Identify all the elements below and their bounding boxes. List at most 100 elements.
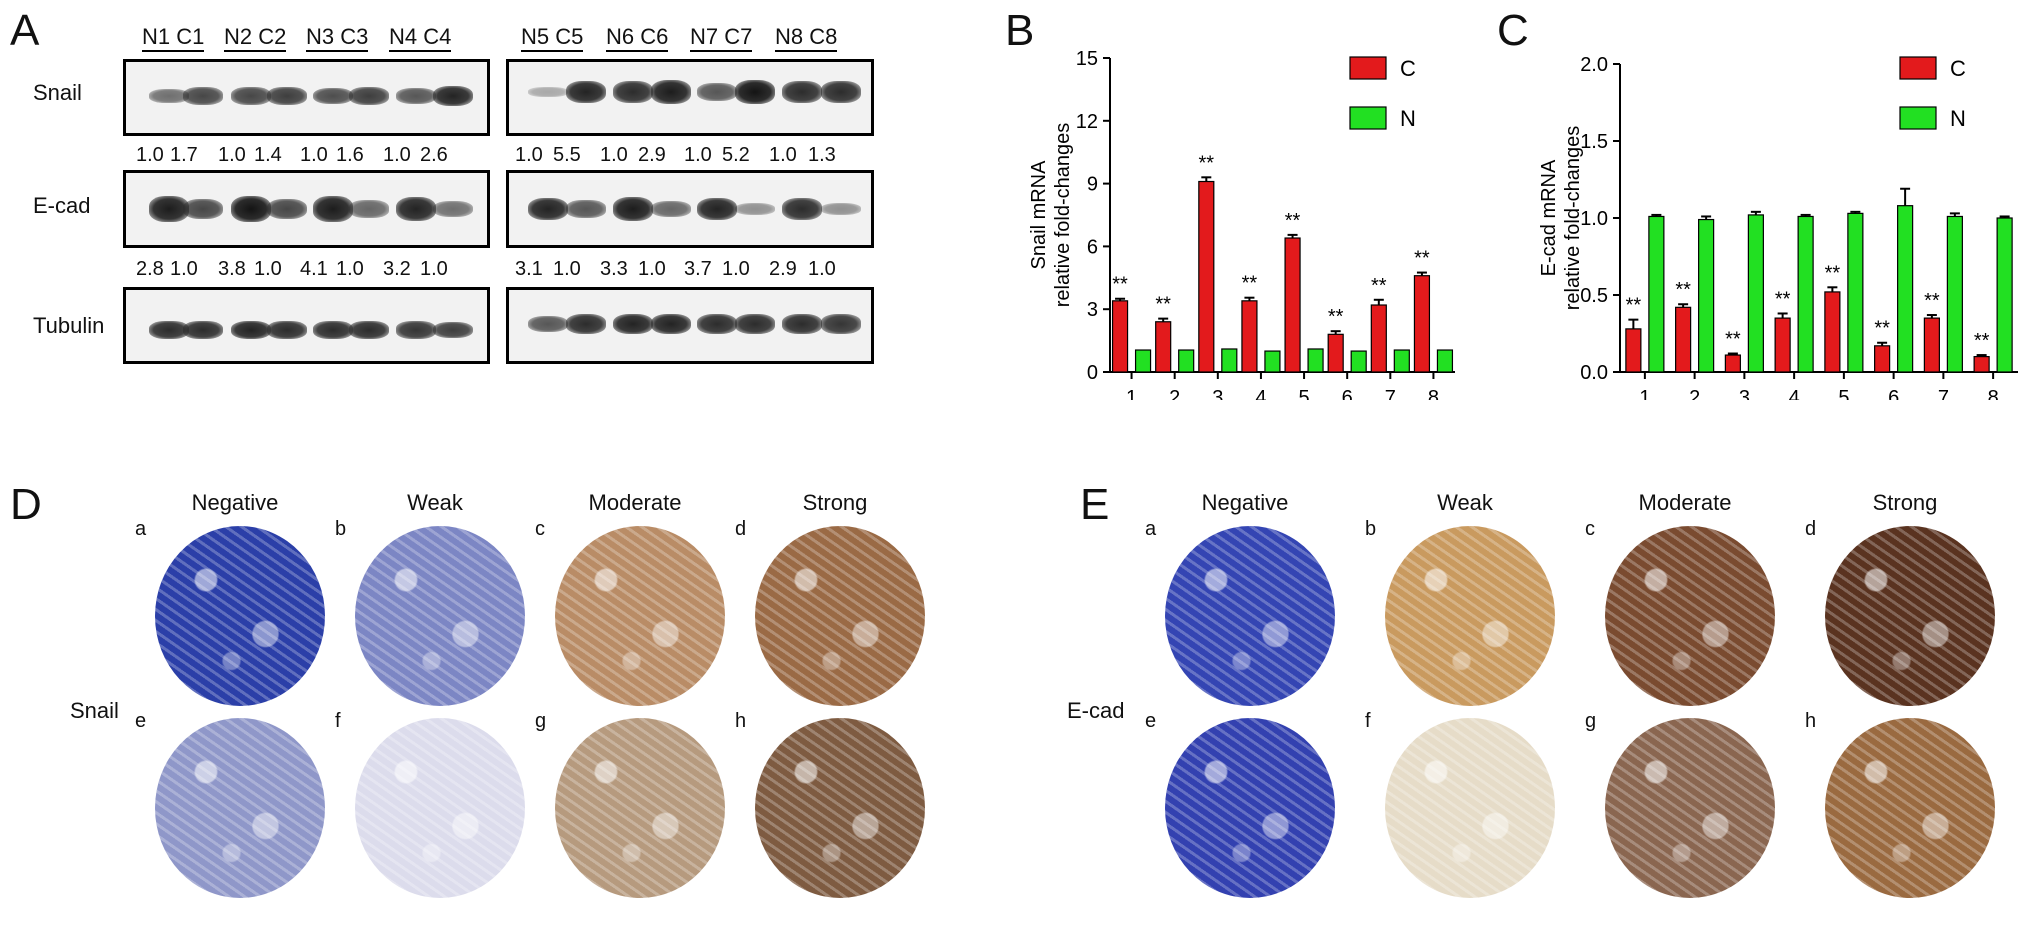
density-ratio: 1.0 — [515, 144, 543, 166]
bar-N — [1747, 214, 1764, 373]
bar-C — [1327, 333, 1344, 373]
ihc-ecad-tissue-core-image — [1605, 718, 1775, 898]
ihc-snail-tissue-core-image — [355, 718, 525, 898]
density-ratio: 1.0 — [136, 144, 164, 166]
lane-pair-label: N1 C1 — [142, 24, 205, 52]
bar-C — [1724, 354, 1741, 373]
y-tick-label: 12 — [1076, 111, 1098, 133]
x-tick-label: 6 — [1888, 387, 1899, 400]
bar-N — [1996, 217, 2013, 373]
protein-band — [231, 196, 271, 222]
bar-C — [1370, 304, 1387, 373]
ihc-ecad-sub-letter: h — [1805, 710, 1817, 732]
density-ratio: 1.0 — [684, 144, 712, 166]
density-ratio: 4.1 — [300, 258, 328, 280]
ihc-snail-tissue-core-image — [755, 526, 925, 706]
protein-band — [566, 200, 606, 218]
density-ratio: 1.0 — [218, 144, 246, 166]
significance-mark: ** — [1371, 275, 1387, 297]
protein-band — [349, 200, 389, 218]
bar-N — [1134, 349, 1152, 373]
lane-pair-label: N3 C3 — [306, 24, 369, 52]
legend-label-C: C — [1400, 56, 1416, 81]
x-tick-label: 2 — [1689, 387, 1700, 400]
blot-snail-right — [506, 59, 874, 136]
protein-band — [528, 315, 568, 333]
bar-C — [1923, 317, 1940, 373]
ihc-snail-column-heading: Negative — [191, 490, 279, 515]
protein-band — [313, 87, 353, 105]
density-ratio: 1.0 — [600, 144, 628, 166]
bar-C — [1774, 317, 1791, 373]
significance-mark: ** — [1924, 290, 1940, 312]
ihc-ecad-tissue-core-image — [1605, 526, 1775, 706]
lane-pair-label: N6 C6 — [606, 24, 669, 52]
x-tick-label: 3 — [1739, 387, 1750, 400]
bar-C — [1874, 345, 1891, 373]
protein-band — [782, 314, 822, 334]
density-ratio: 1.0 — [300, 144, 328, 166]
legend-swatch-C — [1349, 56, 1387, 80]
lane-pair-label: N8 C8 — [775, 24, 838, 52]
lane-header-left-pair-1: N1 C1 — [142, 24, 205, 52]
lane-header-left-pair-2: N2 C2 — [224, 24, 287, 52]
lane-pair-label: N5 C5 — [521, 24, 584, 52]
lane-header-right-pair-1: N5 C5 — [521, 24, 584, 52]
protein-band — [396, 321, 436, 339]
density-ratio: 3.3 — [600, 258, 628, 280]
ihc-ecad-sub-letter: b — [1365, 518, 1377, 540]
bar-C — [1284, 237, 1301, 373]
protein-band — [313, 196, 353, 222]
protein-band — [183, 87, 223, 105]
protein-band — [149, 196, 189, 222]
y-tick-label: 1.5 — [1580, 131, 1608, 153]
blot-ecad-right — [506, 170, 874, 248]
protein-band — [267, 86, 307, 106]
blot-ecad-left — [123, 170, 490, 248]
panel-letter-a: A — [10, 6, 40, 55]
ihc-snail-sub-letter: f — [335, 710, 341, 732]
protein-band — [149, 88, 189, 104]
density-ratio: 2.6 — [420, 144, 448, 166]
density-ratio: 2.9 — [638, 144, 666, 166]
ihc-snail-column-heading: Moderate — [588, 490, 682, 515]
protein-band — [433, 200, 473, 218]
y-tick-label: 15 — [1076, 48, 1098, 70]
ihc-ecad-sub-letter: f — [1365, 710, 1371, 732]
bar-N — [1698, 218, 1715, 373]
protein-band — [313, 320, 353, 340]
ihc-snail-tissue-core-image — [555, 718, 725, 898]
ihc-ecad-sub-letter: e — [1145, 710, 1157, 732]
y-axis-label: E-cad mRNA relative fold-changes — [1538, 126, 1584, 311]
x-tick-label: 5 — [1838, 387, 1849, 400]
ihc-snail-sub-letter: c — [535, 518, 545, 540]
lane-pair-label: N2 C2 — [224, 24, 287, 52]
density-ratio: 1.3 — [808, 144, 836, 166]
blot-snail-left — [123, 59, 490, 136]
bar-C — [1155, 321, 1172, 373]
density-ratio: 3.1 — [515, 258, 543, 280]
density-ratio: 1.0 — [254, 258, 282, 280]
significance-mark: ** — [1155, 294, 1171, 316]
panel-letter-b: B — [1005, 6, 1035, 55]
x-tick-label: 2 — [1169, 387, 1180, 400]
protein-band — [697, 197, 737, 221]
protein-band — [396, 196, 436, 222]
protein-band — [651, 200, 691, 218]
ihc-snail-sub-letter: h — [735, 710, 747, 732]
lane-header-right-pair-2: N6 C6 — [606, 24, 669, 52]
ihc-ecad-tissue-core-image — [1825, 718, 1995, 898]
ihc-ecad-tissue-core-image — [1385, 526, 1555, 706]
ihc-ecad-column-heading: Negative — [1201, 490, 1289, 515]
protein-band — [149, 320, 189, 340]
density-ratio: 5.5 — [553, 144, 581, 166]
y-tick-label: 1.0 — [1580, 208, 1608, 230]
ihc-ecad-tissue-core-image — [1165, 718, 1335, 898]
row-label-ecad: E-cad — [33, 193, 91, 218]
bar-C — [1198, 180, 1215, 373]
density-ratio: 1.0 — [638, 258, 666, 280]
ihc-snail-sub-letter: e — [135, 710, 147, 732]
bar-N — [1897, 205, 1914, 373]
bar-N — [1393, 349, 1410, 373]
